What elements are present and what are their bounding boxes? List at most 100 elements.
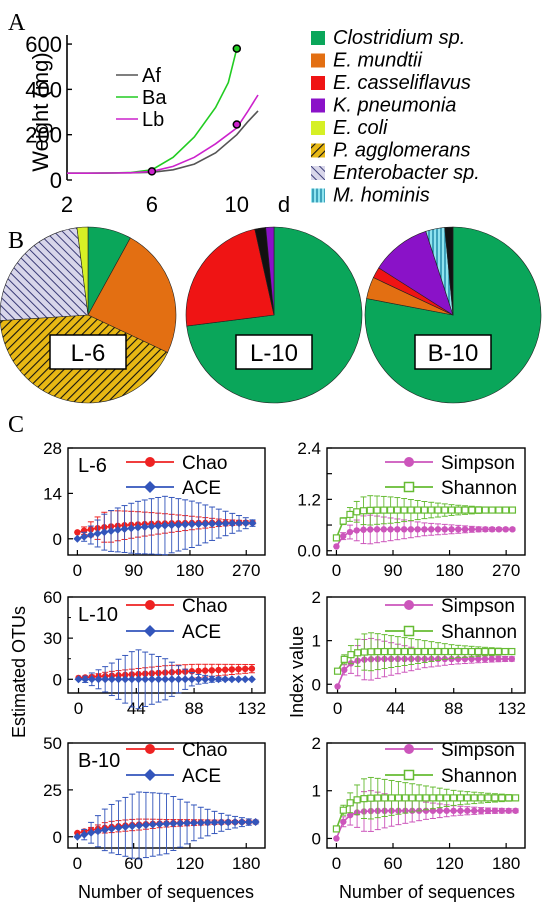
data-point — [73, 832, 82, 841]
data-point — [434, 647, 442, 656]
data-point — [457, 807, 464, 814]
data-point — [498, 807, 505, 814]
data-point — [407, 526, 415, 533]
data-point — [217, 818, 226, 827]
data-point — [400, 526, 408, 533]
data-point — [100, 528, 109, 537]
legend-label-chao: Chao — [182, 740, 227, 761]
legend-marker — [144, 481, 156, 493]
data-point — [488, 647, 496, 656]
data-point — [160, 521, 169, 530]
data-point — [495, 655, 502, 663]
data-point — [468, 506, 476, 514]
data-point — [456, 794, 465, 802]
x-tick-label: 60 — [384, 854, 403, 873]
data-point — [422, 807, 430, 814]
legend-label: Clostridium sp. — [333, 27, 465, 49]
inset-label: B-10 — [78, 750, 120, 772]
data-point — [235, 519, 244, 528]
data-point — [427, 647, 435, 656]
data-point — [509, 526, 516, 533]
data-point — [436, 807, 443, 814]
y-tick-label: 1 — [312, 782, 321, 801]
data-point — [87, 675, 96, 684]
data-point — [339, 517, 347, 525]
legend-label-ace: ACE — [182, 478, 221, 499]
data-point — [332, 534, 341, 542]
data-point — [194, 675, 203, 684]
data-point — [133, 523, 142, 532]
data-point — [488, 506, 496, 514]
data-point — [498, 794, 506, 802]
c-right-xlabel: Number of sequences — [339, 882, 515, 902]
data-point — [468, 655, 475, 663]
data-point — [189, 818, 198, 827]
data-point — [448, 526, 455, 533]
data-point — [408, 794, 416, 802]
legend-marker — [404, 600, 414, 610]
y-tick-label: 60 — [43, 588, 62, 607]
legend-marker — [144, 769, 156, 781]
data-point — [167, 521, 176, 530]
data-point — [353, 508, 361, 516]
data-point — [394, 794, 403, 802]
y-tick-label: 0 — [312, 829, 321, 848]
legend-marker — [144, 625, 156, 637]
data-point — [436, 794, 444, 802]
x-tick-label: 270 — [232, 561, 260, 580]
data-point — [475, 526, 482, 533]
data-point — [134, 675, 143, 684]
data-point — [333, 543, 340, 550]
data-point — [447, 506, 456, 514]
data-point — [241, 675, 250, 684]
data-point — [228, 519, 237, 528]
data-point — [360, 795, 368, 803]
legend-label: Enterobacter sp. — [333, 162, 480, 184]
c-left-xlabel: Number of sequences — [78, 882, 254, 902]
data-point — [162, 819, 171, 828]
data-point — [194, 520, 203, 529]
data-point — [187, 675, 196, 684]
legend-label-chao: Chao — [182, 596, 227, 617]
data-point — [353, 527, 360, 534]
pie-slice — [265, 226, 275, 316]
data-point — [346, 528, 354, 536]
data-point-marker — [147, 167, 157, 176]
data-point — [501, 647, 509, 656]
data-point — [201, 675, 210, 684]
data-point — [482, 526, 489, 533]
y-tick-label: 0.0 — [297, 542, 321, 561]
data-point — [474, 506, 483, 514]
data-point — [340, 655, 348, 663]
data-point — [214, 675, 223, 684]
c-l6-otu-plot: 0 14 28 0 90 180 270 L-6 Chao ACE — [43, 439, 266, 580]
y-axis-label: Weight (mg) — [28, 52, 53, 171]
data-point — [450, 807, 457, 814]
data-point — [481, 655, 489, 663]
legend-marker — [404, 744, 414, 754]
data-point — [455, 526, 462, 533]
data-point — [248, 665, 256, 672]
data-point — [354, 649, 362, 657]
data-point — [421, 647, 429, 656]
data-point — [347, 811, 354, 819]
x-tick-label: 44 — [386, 699, 405, 718]
data-point — [508, 647, 516, 656]
legend-label: E. mundtii — [333, 50, 422, 72]
y-tick-label: 600 — [25, 32, 62, 57]
legend-marker — [403, 769, 415, 781]
y-tick-label: 2.4 — [297, 439, 321, 458]
data-point — [94, 675, 103, 684]
pie-slice — [76, 226, 89, 316]
data-point — [251, 818, 260, 827]
data-point — [347, 651, 355, 659]
pie-label-box — [235, 334, 313, 370]
data-point — [339, 532, 347, 540]
data-point — [201, 519, 210, 528]
data-point — [470, 794, 478, 802]
data-point — [502, 506, 510, 514]
data-point — [427, 526, 435, 533]
data-point — [400, 506, 408, 514]
